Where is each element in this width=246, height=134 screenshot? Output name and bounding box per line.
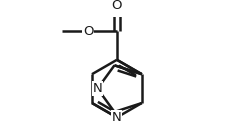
- Text: N: N: [93, 82, 102, 95]
- Text: N: N: [112, 111, 122, 124]
- Text: O: O: [112, 0, 122, 12]
- Text: O: O: [83, 25, 93, 38]
